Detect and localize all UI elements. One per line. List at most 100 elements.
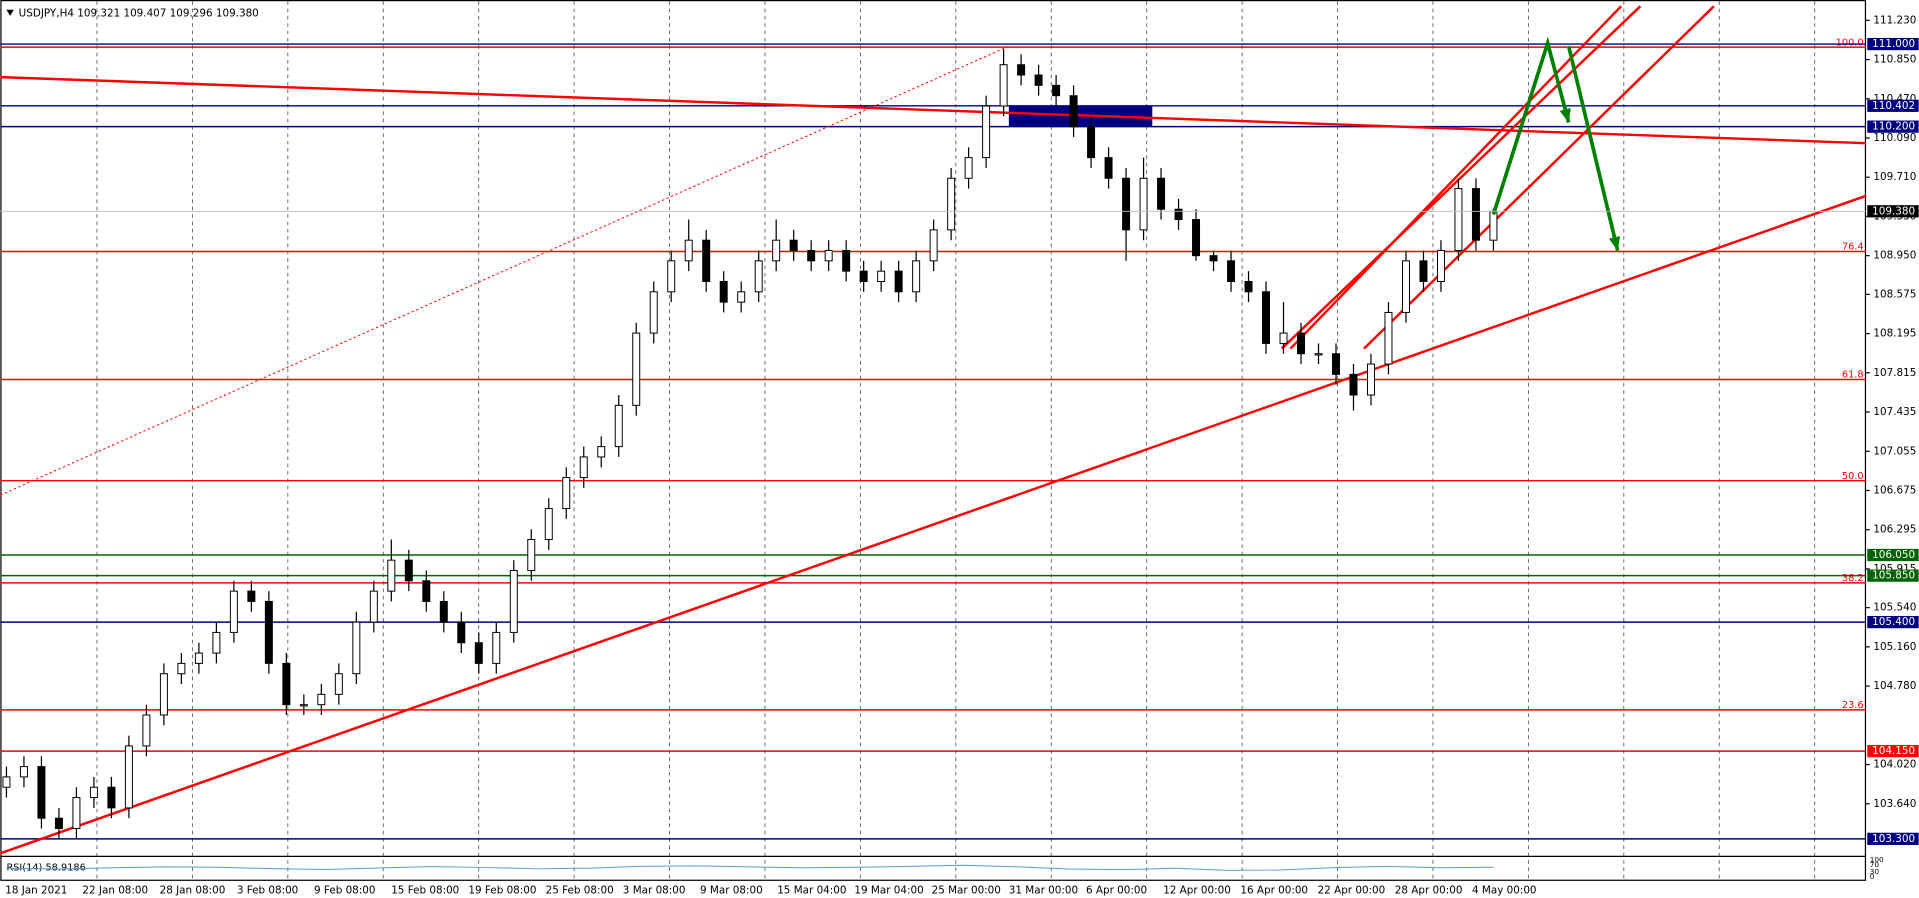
candle-body bbox=[247, 590, 256, 602]
rsi-tick-label: 0 bbox=[1870, 872, 1875, 881]
fib-label: 76.4 bbox=[1842, 242, 1864, 253]
level-label: 104.150 bbox=[1872, 745, 1915, 757]
level-label: 110.402 bbox=[1872, 100, 1915, 112]
candle-body bbox=[737, 291, 746, 303]
fib-label: 50.0 bbox=[1842, 471, 1864, 482]
x-tick-label: 19 Feb 08:00 bbox=[468, 885, 536, 897]
candle-body bbox=[2, 776, 11, 788]
candle-body bbox=[527, 539, 536, 571]
y-tick-label: 108.195 bbox=[1873, 328, 1916, 340]
candle-body bbox=[1332, 353, 1340, 375]
candle-body bbox=[929, 229, 938, 262]
candle-body bbox=[1209, 255, 1218, 262]
candle-body bbox=[947, 177, 956, 231]
candle-body bbox=[1471, 188, 1480, 241]
candle-body bbox=[509, 569, 518, 633]
candle-body bbox=[789, 239, 798, 252]
y-tick-label: 109.710 bbox=[1873, 171, 1916, 183]
candle-body bbox=[1297, 332, 1305, 355]
candle-body bbox=[474, 642, 483, 664]
candle-body bbox=[1366, 363, 1375, 396]
candle-body bbox=[1227, 260, 1236, 282]
candle-body bbox=[667, 260, 676, 293]
level-label: 105.400 bbox=[1872, 616, 1915, 628]
candle-body bbox=[264, 600, 273, 664]
x-tick-label: 12 Apr 00:00 bbox=[1163, 885, 1231, 897]
candle-body bbox=[159, 673, 168, 716]
trendline bbox=[0, 194, 1867, 855]
trendline bbox=[0, 75, 1867, 145]
candle-body bbox=[89, 786, 98, 799]
current-badge bbox=[1867, 205, 1919, 218]
candle-body bbox=[719, 280, 728, 303]
candle-body bbox=[1454, 188, 1463, 252]
candle-body bbox=[72, 797, 81, 830]
x-tick-label: 18 Jan 2021 bbox=[5, 885, 67, 897]
level-label: 103.300 bbox=[1872, 833, 1915, 845]
x-tick-label: 28 Jan 08:00 bbox=[160, 885, 226, 897]
candle-body bbox=[1279, 332, 1288, 344]
candle-body bbox=[124, 745, 133, 809]
arrow bbox=[1566, 45, 1620, 251]
candle-body bbox=[54, 817, 63, 830]
level-badge bbox=[1867, 745, 1919, 758]
y-tick-label: 104.780 bbox=[1873, 680, 1916, 692]
y-tick-label: 110.850 bbox=[1873, 54, 1916, 66]
candle-body bbox=[352, 621, 361, 675]
y-tick-label: 108.950 bbox=[1873, 250, 1916, 262]
candle-body bbox=[1489, 210, 1498, 241]
candle-body bbox=[1436, 250, 1445, 282]
candle-body bbox=[684, 239, 693, 262]
candle-body bbox=[754, 260, 763, 293]
level-badge bbox=[1867, 37, 1919, 51]
menu-triangle[interactable] bbox=[6, 9, 14, 16]
level-badge bbox=[1867, 832, 1919, 845]
candle-body bbox=[37, 766, 46, 819]
level-label: 111.000 bbox=[1872, 38, 1915, 50]
x-tick-label: 22 Jan 08:00 bbox=[82, 885, 148, 897]
candle-body bbox=[422, 580, 431, 602]
candle-body bbox=[229, 590, 238, 633]
candle-body bbox=[334, 673, 343, 695]
candle-body bbox=[1139, 177, 1148, 231]
x-tick-label: 9 Mar 08:00 bbox=[700, 885, 763, 897]
y-tick-label: 111.230 bbox=[1873, 14, 1916, 26]
candle-body bbox=[1087, 126, 1096, 159]
candle-body bbox=[982, 105, 991, 159]
x-tick-label: 25 Feb 08:00 bbox=[546, 885, 614, 897]
y-tick-label: 103.640 bbox=[1873, 798, 1916, 810]
candle-body bbox=[1017, 64, 1026, 76]
candle-body bbox=[877, 270, 886, 282]
rsi-line bbox=[6, 864, 1494, 871]
candle-body bbox=[177, 662, 186, 675]
candle-body bbox=[387, 559, 396, 592]
x-tick-label: 6 Apr 00:00 bbox=[1086, 885, 1147, 897]
y-tick-label: 107.435 bbox=[1873, 406, 1916, 418]
candle-body bbox=[632, 332, 641, 406]
header-title: USDJPY,H4 109.321 109.407 109.296 109.38… bbox=[19, 7, 259, 19]
level-badge bbox=[1867, 99, 1919, 112]
candle-body bbox=[999, 64, 1008, 107]
current-label: 109.380 bbox=[1872, 205, 1915, 217]
x-tick-label: 22 Apr 00:00 bbox=[1318, 885, 1386, 897]
fib-label: 61.8 bbox=[1842, 370, 1864, 381]
candle-body bbox=[1052, 84, 1061, 97]
candle-body bbox=[1104, 157, 1113, 179]
candle-body bbox=[1349, 373, 1358, 396]
x-tick-label: 9 Feb 08:00 bbox=[314, 885, 375, 897]
candle-body bbox=[1157, 177, 1166, 210]
candle-body bbox=[702, 239, 711, 282]
candle-body bbox=[842, 250, 851, 272]
candle-body bbox=[1122, 177, 1131, 231]
y-tick-label: 105.160 bbox=[1873, 641, 1916, 653]
y-tick-label: 108.575 bbox=[1873, 288, 1916, 300]
candle-body bbox=[317, 693, 326, 706]
trendline bbox=[1289, 5, 1623, 350]
level-badge bbox=[1867, 548, 1919, 562]
candle-body bbox=[1314, 353, 1323, 356]
candle-body bbox=[282, 662, 291, 706]
candle-body bbox=[212, 631, 221, 654]
x-tick-label: 19 Mar 04:00 bbox=[854, 885, 923, 897]
candle-body bbox=[912, 260, 921, 293]
x-tick-label: 15 Mar 04:00 bbox=[777, 885, 846, 897]
